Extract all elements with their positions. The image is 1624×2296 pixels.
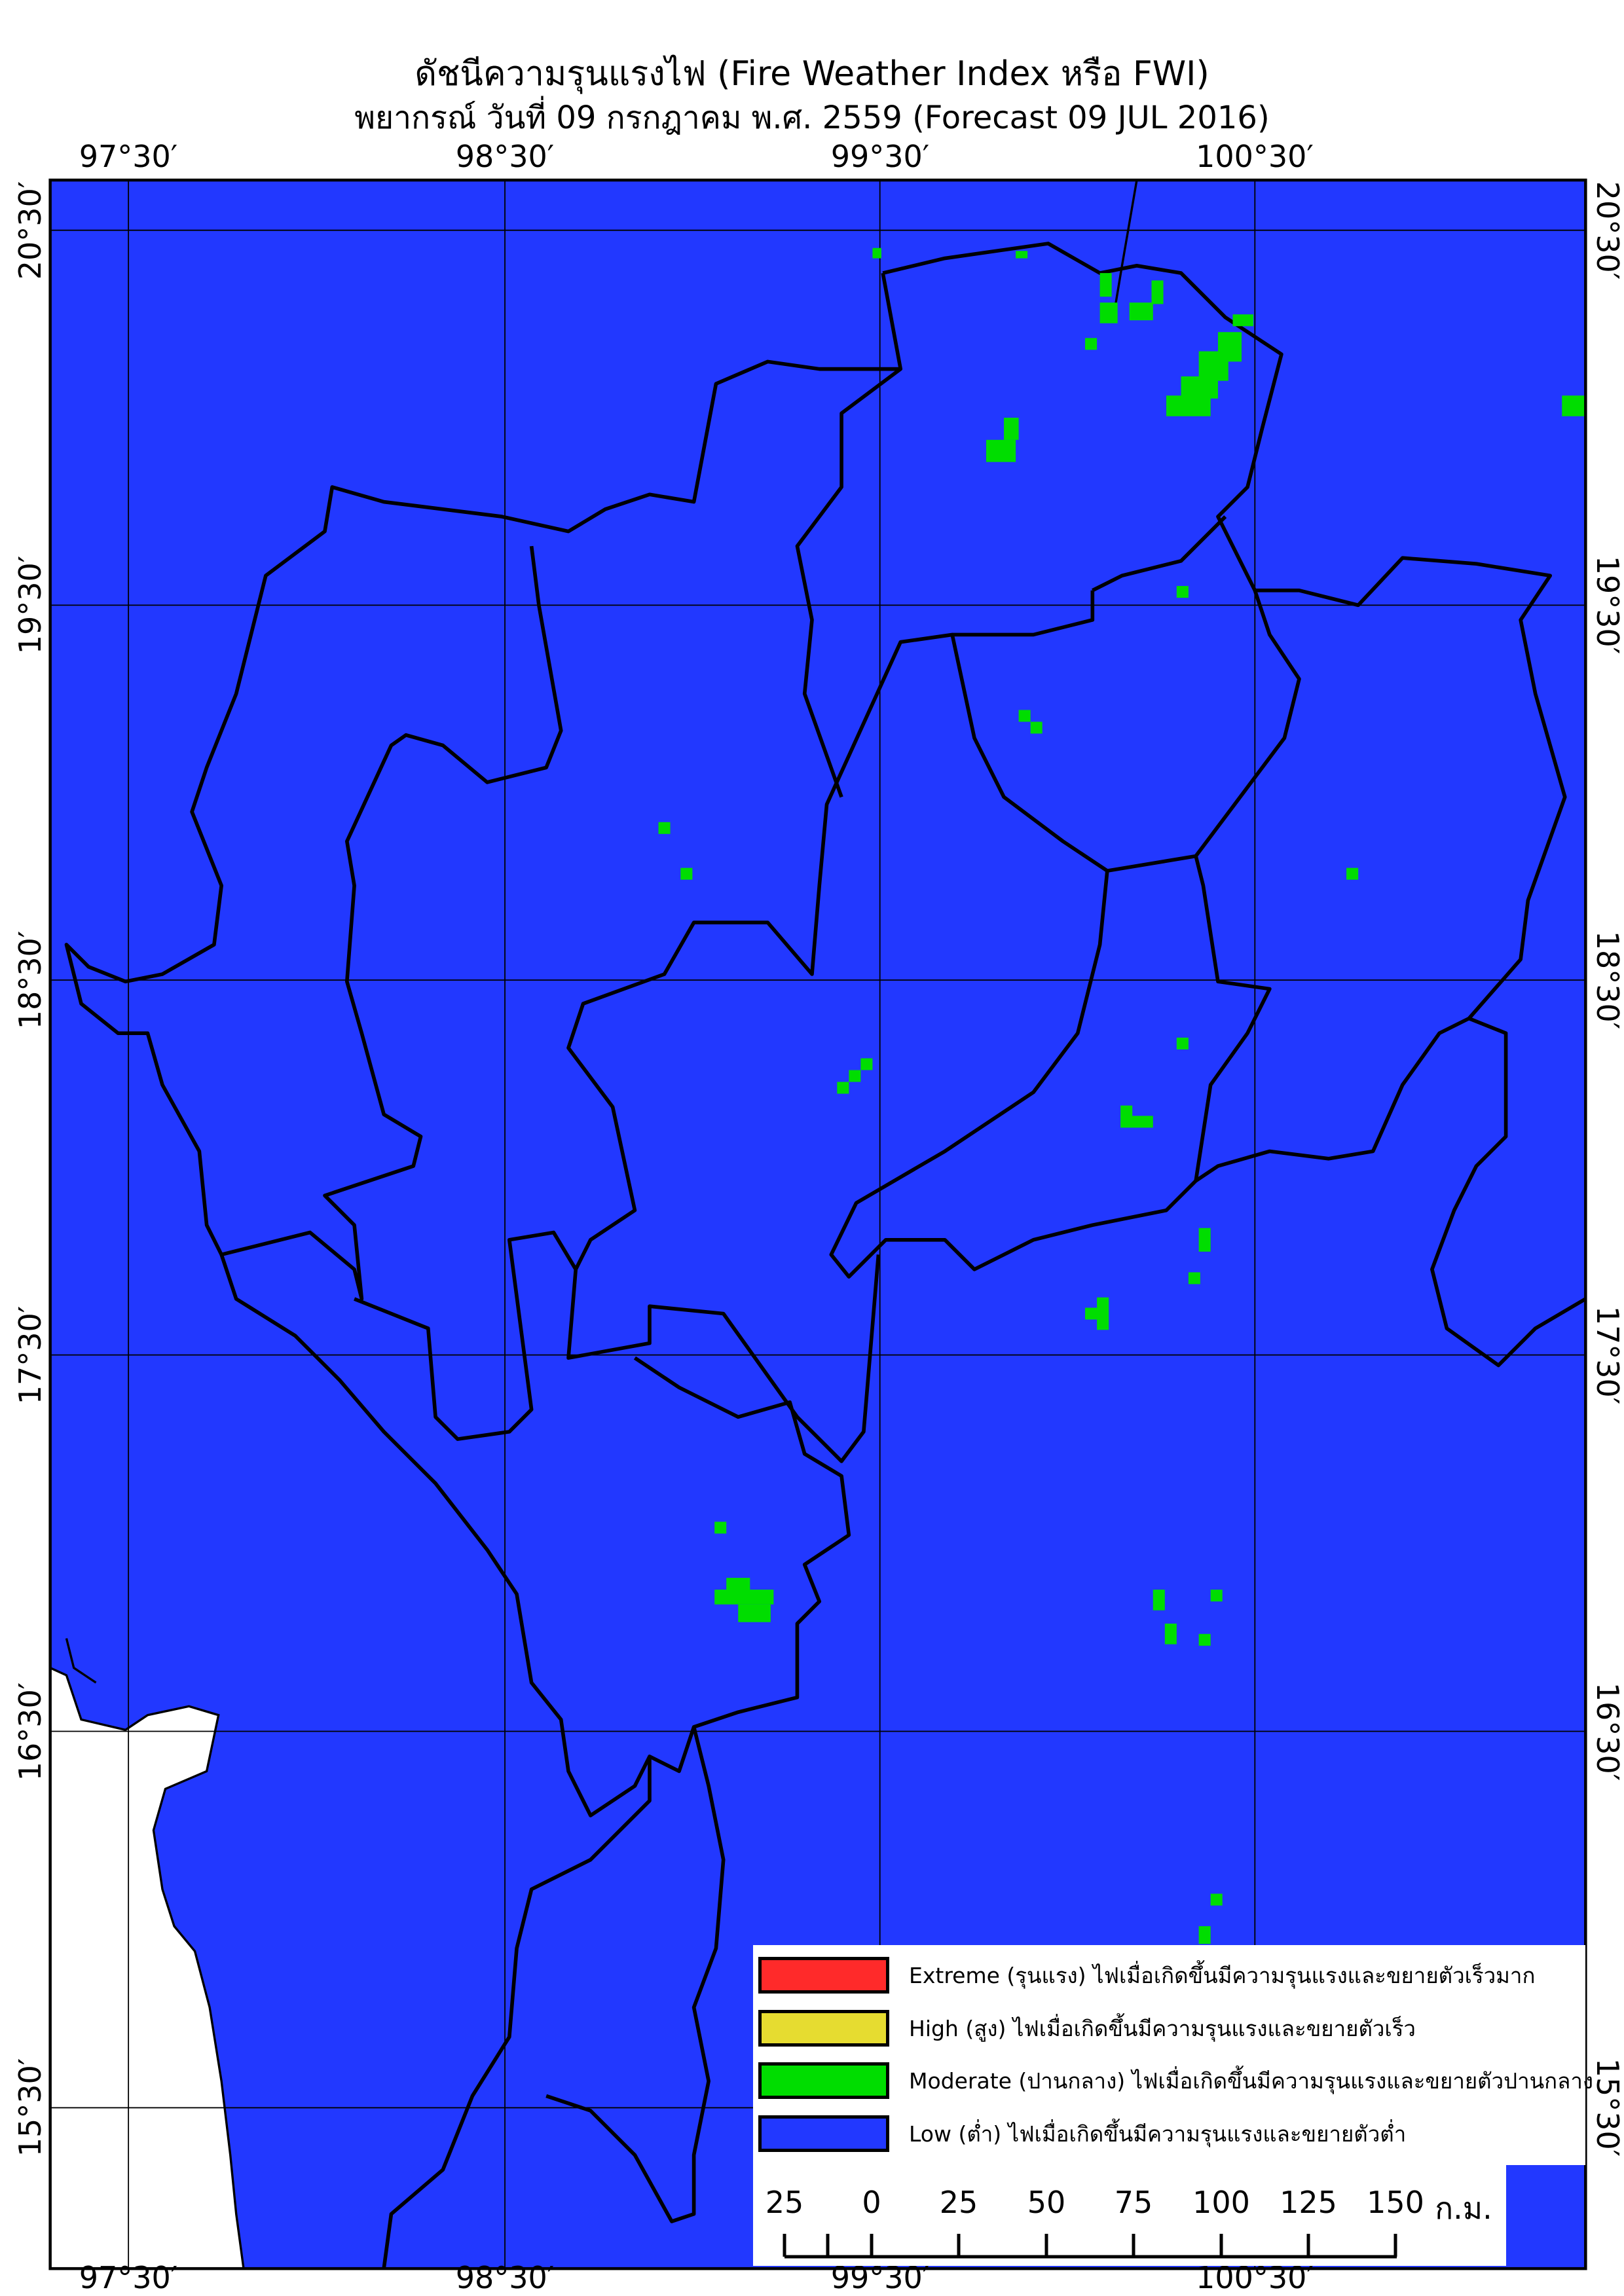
legend-item-low: Low (ต่ำ) ไฟเมื่อเกิดขึ้นมีความรุนแรงและ… xyxy=(758,2113,1406,2155)
lon-label: 100°30′ xyxy=(1196,139,1314,174)
lon-label: 98°30′ xyxy=(455,2260,555,2295)
scale-bar: 25 0 25 50 75 100 125 150 ก.ม. xyxy=(753,2165,1506,2266)
scale-tick-label: 25 xyxy=(939,2185,978,2220)
lat-label: 16°30′ xyxy=(12,1682,48,1781)
legend-swatch xyxy=(758,2115,889,2152)
lat-label: 18°30′ xyxy=(1590,930,1624,1030)
legend: Extreme (รุนแรง) ไฟเมื่อเกิดขึ้นมีความรุ… xyxy=(753,1945,1593,2165)
scale-tick-label: 50 xyxy=(1027,2185,1066,2220)
lat-label: 16°30′ xyxy=(1590,1682,1624,1781)
legend-item-extreme: Extreme (รุนแรง) ไฟเมื่อเกิดขึ้นมีความรุ… xyxy=(758,1954,1535,1996)
lon-label: 98°30′ xyxy=(455,139,555,174)
lon-label: 99°30′ xyxy=(830,139,930,174)
map-title: ดัชนีความรุนแรงไฟ (Fire Weather Index หร… xyxy=(415,54,1209,94)
lat-label: 18°30′ xyxy=(12,930,48,1030)
legend-swatch xyxy=(758,2010,889,2047)
legend-item-high: High (สูง) ไฟเมื่อเกิดขึ้นมีความรุนแรงแล… xyxy=(758,2007,1416,2049)
province-boundaries xyxy=(64,179,1587,2269)
legend-label: Extreme (รุนแรง) ไฟเมื่อเกิดขึ้นมีความรุ… xyxy=(909,1962,1536,1988)
scale-tick-label: 0 xyxy=(862,2185,881,2220)
lat-label: 15°30′ xyxy=(1590,2058,1624,2157)
legend-label: High (สูง) ไฟเมื่อเกิดขึ้นมีความรุนแรงแล… xyxy=(909,2015,1416,2041)
outside-area xyxy=(48,1666,245,2270)
lat-label: 19°30′ xyxy=(12,555,48,655)
moderate-fwi-cells xyxy=(658,247,1586,1944)
lon-label: 97°30′ xyxy=(79,2260,178,2295)
legend-item-moderate: Moderate (ปานกลาง) ไฟเมื่อเกิดขึ้นมีความ… xyxy=(758,2060,1593,2102)
graticule xyxy=(50,180,1586,2269)
map-subtitle: พยากรณ์ วันที่ 09 กรกฎาคม พ.ศ. 2559 (For… xyxy=(354,100,1270,136)
map-frame xyxy=(48,178,1587,2270)
scale-unit: ก.ม. xyxy=(1435,2191,1492,2226)
lon-label: 99°30′ xyxy=(830,2260,930,2295)
lon-label: 100°30′ xyxy=(1196,2260,1314,2295)
scale-bar-ruler xyxy=(783,2234,1397,2259)
lat-label: 20°30′ xyxy=(1590,181,1624,280)
lat-label: 20°30′ xyxy=(12,181,48,280)
scale-tick-label: 125 xyxy=(1280,2185,1337,2220)
lat-label: 17°30′ xyxy=(12,1305,48,1405)
lat-label: 17°30′ xyxy=(1590,1305,1624,1405)
legend-label: Low (ต่ำ) ไฟเมื่อเกิดขึ้นมีความรุนแรงและ… xyxy=(909,2121,1407,2147)
lat-label: 19°30′ xyxy=(1590,555,1624,655)
legend-swatch xyxy=(758,2062,889,2099)
scale-tick-label: 150 xyxy=(1367,2185,1424,2220)
lon-label: 97°30′ xyxy=(79,139,178,174)
legend-swatch xyxy=(758,1957,889,1994)
scale-tick-label: 25 xyxy=(765,2185,804,2220)
low-fwi-area xyxy=(50,180,1586,2269)
legend-label: Moderate (ปานกลาง) ไฟเมื่อเกิดขึ้นมีความ… xyxy=(909,2068,1594,2094)
scale-tick-label: 100 xyxy=(1192,2185,1250,2220)
scale-tick-label: 75 xyxy=(1114,2185,1153,2220)
lat-label: 15°30′ xyxy=(12,2058,48,2157)
